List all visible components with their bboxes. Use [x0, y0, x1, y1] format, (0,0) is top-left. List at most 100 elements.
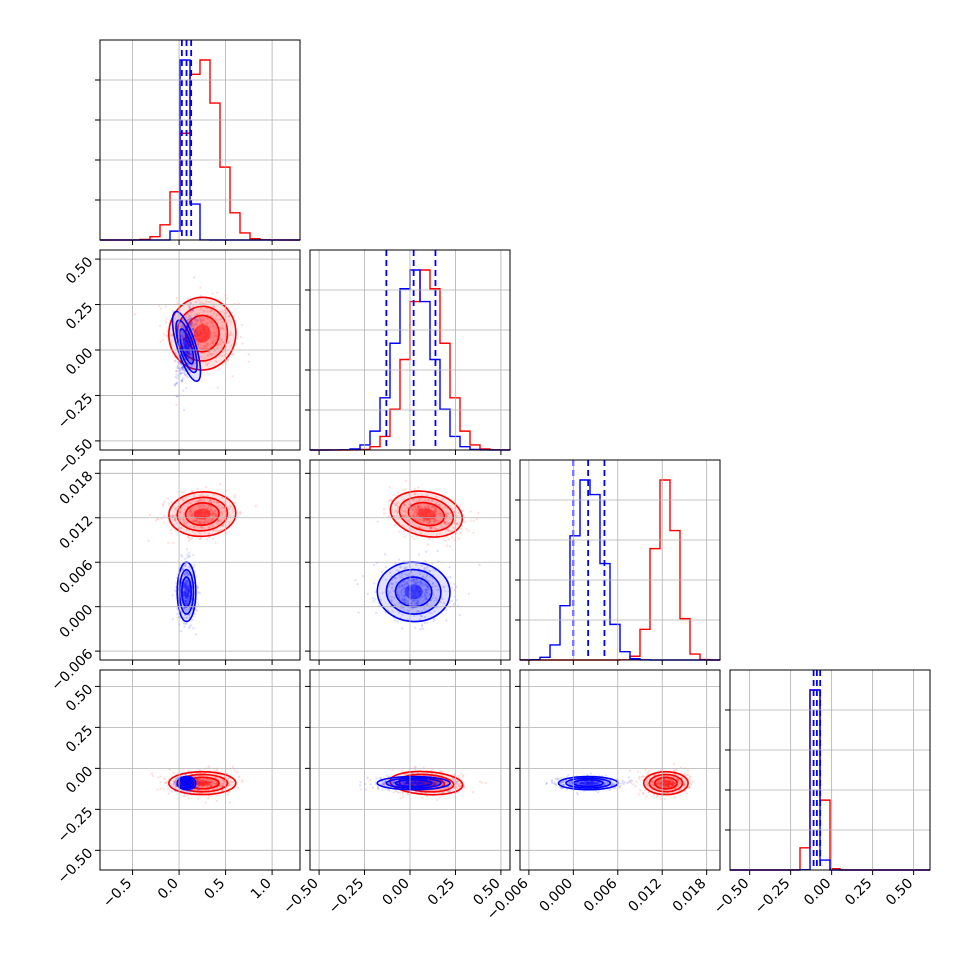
diag-y-ticks-3 [725, 710, 730, 830]
panel-x-ticks-1-0 [133, 450, 273, 455]
scatter-point [191, 323, 193, 325]
scatter-point [441, 792, 443, 794]
y-tick-label-1: −0.25 [55, 391, 97, 433]
scatter-point [176, 370, 178, 372]
scatter-point [163, 333, 165, 335]
scatter-point [168, 503, 170, 505]
scatter-point [197, 798, 199, 800]
scatter-point [394, 524, 396, 526]
scatter-point [366, 777, 368, 779]
diag-panel-0 [100, 40, 300, 240]
scatter-point [195, 777, 197, 779]
scatter-point [172, 542, 174, 544]
scatter-point [227, 793, 229, 795]
scatter-point [219, 483, 221, 485]
scatter-point [193, 564, 195, 566]
scatter-point [255, 505, 257, 507]
scatter-point [176, 382, 178, 384]
scatter-point [426, 621, 428, 623]
scatter-point [181, 379, 183, 381]
scatter-point [365, 788, 367, 790]
scatter-point [381, 788, 383, 790]
scatter-point [376, 521, 378, 523]
scatter-point [248, 353, 250, 355]
scatter-point [174, 359, 176, 361]
scatter-point [165, 318, 167, 320]
scatter-point [163, 521, 165, 523]
scatter-point [185, 387, 187, 389]
scatter-point [394, 619, 396, 621]
scatter-point [192, 627, 194, 629]
scatter-point [180, 630, 182, 632]
scatter-point [165, 782, 167, 784]
scatter-point [186, 313, 188, 315]
scatter-point [425, 551, 427, 553]
scatter-point [189, 626, 191, 628]
scatter-point [468, 593, 470, 595]
scatter-point [425, 774, 427, 776]
scatter-point [359, 781, 361, 783]
scatter-point [174, 781, 176, 783]
scatter-point [422, 628, 424, 630]
scatter-point [473, 520, 475, 522]
scatter-point [196, 609, 198, 611]
scatter-point [193, 330, 195, 332]
scatter-point [688, 776, 690, 778]
scatter-point [460, 773, 462, 775]
scatter-point [216, 291, 218, 293]
scatter-point [175, 373, 177, 375]
x-tick-label-2: 0.00 [801, 876, 834, 909]
x-tick-label-0: −0.5 [100, 876, 135, 911]
scatter-point [381, 571, 383, 573]
diag-y-ticks-0 [95, 80, 100, 200]
scatter-point [217, 368, 219, 370]
scatter-point [417, 486, 419, 488]
scatter-point [635, 780, 637, 782]
scatter-point [191, 619, 193, 621]
scatter-point [436, 550, 438, 552]
scatter-point [162, 339, 164, 341]
scatter-point [206, 538, 208, 540]
scatter-point [179, 791, 181, 793]
scatter-point [421, 624, 423, 626]
scatter-point [168, 769, 170, 771]
scatter-point [162, 787, 164, 789]
scatter-point [372, 600, 374, 602]
y-tick-label-0: −0.50 [55, 436, 97, 478]
panel-2-0 [147, 483, 257, 636]
scatter-point [147, 540, 149, 542]
scatter-point [174, 790, 176, 792]
scatter-point [676, 769, 678, 771]
x-tick-label-2: 0.00 [379, 876, 412, 909]
scatter-point [399, 792, 401, 794]
scatter-point [196, 488, 198, 490]
scatter-point [231, 375, 233, 377]
scatter-point [394, 562, 396, 564]
scatter-point [414, 627, 416, 629]
scatter-point [185, 316, 187, 318]
scatter-point [375, 612, 377, 614]
diag-grid-1 [310, 250, 510, 450]
scatter-point [176, 297, 178, 299]
scatter-point [426, 795, 428, 797]
scatter-point [149, 514, 151, 516]
scatter-point [193, 317, 195, 319]
scatter-point [195, 633, 197, 635]
density-fill-3 [184, 584, 189, 599]
scatter-point [216, 387, 218, 389]
scatter-point [241, 342, 243, 344]
scatter-point [388, 500, 390, 502]
scatter-point [404, 488, 406, 490]
panel-2-1 [354, 480, 481, 631]
density-fill-3 [184, 781, 189, 784]
scatter-point [193, 327, 195, 329]
scatter-point [479, 780, 481, 782]
scatter-point [232, 766, 234, 768]
scatter-point [448, 566, 450, 568]
scatter-point [464, 521, 466, 523]
scatter-point [458, 505, 460, 507]
scatter-point [189, 315, 191, 317]
